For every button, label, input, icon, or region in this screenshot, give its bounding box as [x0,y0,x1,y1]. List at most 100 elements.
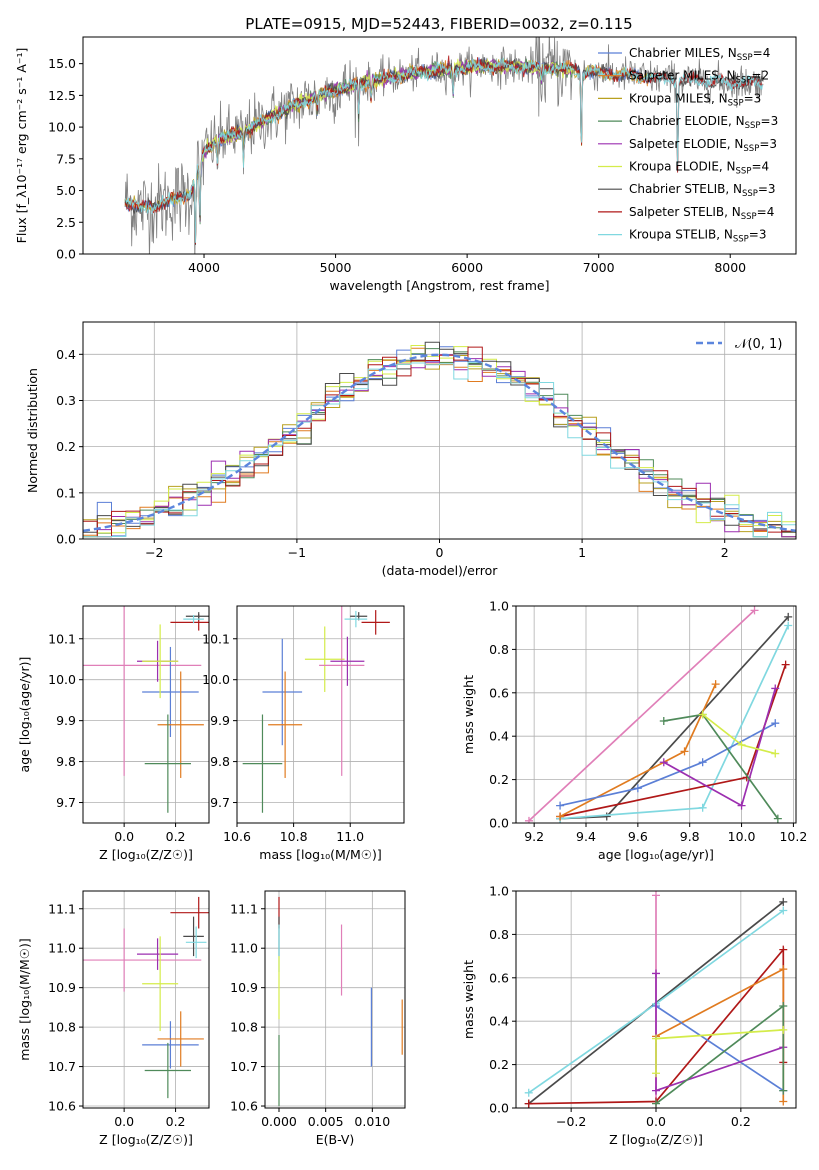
y-axis-label: Normed distribution [25,368,40,493]
x-tick-label: 2 [721,545,729,560]
weight-marker [652,1099,660,1108]
legend-label-sub: SSP [728,98,744,108]
legend-label-suffix: =3 [749,228,767,242]
legend-label-sub: SSP [736,167,752,177]
weight-marker [737,740,746,749]
weight-marker [524,1099,533,1108]
weight-marker [779,945,788,954]
legend-label-suffix: =2 [751,69,769,83]
x-axis-label: Z [log₁₀(Z/Z☉)] [609,1132,703,1147]
x-tick-label: 0.0 [114,1114,134,1129]
weight-marker [652,1069,660,1078]
weight-line [655,1004,785,1105]
y-axis-label: mass weight [461,960,476,1039]
y-tick-label: 0.8 [489,642,509,657]
y-tick-label: 10.8 [48,1020,76,1035]
figure-title: PLATE=0915, MJD=52443, FIBERID=0032, z=0… [245,15,632,33]
x-axis-label: Z [log₁₀(Z/Z☉)] [99,1132,193,1147]
y-tick-label: 1.0 [489,884,509,899]
weight-marker [556,801,565,810]
y-tick-label: 10.0 [48,672,76,687]
y-tick-label: 11.0 [48,941,76,956]
y-tick-label: 0.4 [489,729,509,744]
weight-marker [680,747,689,756]
y-tick-label: 0.2 [489,772,509,787]
y-tick-label: 0.0 [489,816,509,831]
y-tick-label: 0.8 [489,927,509,942]
weight-line [702,713,776,755]
y-tick-label: 12.5 [48,88,76,103]
y-tick-label: 10.0 [202,672,230,687]
legend-label: Chabrier ELODIE, NSSP=3 [629,114,778,131]
x-tick-label: −1 [288,545,306,560]
weight-marker [779,965,788,974]
x-tick-label: 11.0 [336,829,364,844]
y-tick-label: 9.8 [210,754,230,769]
y-tick-label: 0.4 [56,347,76,362]
x-tick-label: 8000 [714,260,746,275]
axes-frame-spectrum [82,36,797,255]
y-tick-label: 0.2 [489,1057,509,1072]
weight-marker [711,680,720,689]
weight-marker [633,784,642,793]
x-tick-label: 1 [578,545,586,560]
weight-marker [779,906,788,915]
x-tick-label: 6000 [451,260,483,275]
weight-marker [652,1086,660,1095]
x-tick-label: 0.2 [166,829,186,844]
axes-frame-weight_vs_age [515,605,797,824]
panel-spectrum: 4000 5000 6000 7000 8000 0.0 2.5 5.0 7.5 10.0 12.5… [14,36,797,293]
normal-curve [83,353,796,533]
y-tick-label: 0.2 [56,439,76,454]
weight-marker [737,801,746,810]
axes-frame-mass_vs_Z [82,890,210,1109]
y-tick-label: 0.1 [56,485,76,500]
x-tick-label: 10.2 [779,829,807,844]
y-axis-label: mass [log₁₀(M/M☉)] [17,938,32,1060]
plot-area-spectrum [124,37,764,254]
y-tick-label: 10.1 [48,631,76,646]
axes-frame-age_vs_Z [82,605,210,824]
panel-age_vs_Z: 0.0 0.2 9.7 9.8 9.9 10.0 10.1 Z [log₁₀(Z/Z☉)] ag… [17,605,210,862]
y-tick-label: 10.7 [48,1059,76,1074]
legend-label-suffix: =3 [744,91,762,105]
weight-marker [771,684,780,693]
y-tick-label: 0.0 [56,532,76,547]
y-tick-label: 7.5 [56,151,76,166]
y-axis-label: Flux [f_λ10⁻¹⁷ erg cm⁻² s⁻¹ A⁻¹] [14,48,29,244]
x-tick-label: 0 [436,545,444,560]
legend-label-suffix: =4 [757,205,775,219]
y-tick-label: 2.5 [56,215,76,230]
model-spectrum-chabrier_elodie [190,57,573,240]
y-tick-label: 10.1 [202,631,230,646]
x-tick-label: 0.2 [731,1114,751,1129]
x-axis-label: E(B-V) [316,1132,355,1147]
y-tick-label: 15.0 [48,56,76,71]
legend-label-main: Salpeter MILES, N [629,69,736,83]
y-tick-label: 0.0 [489,1101,509,1116]
legend-label-sub: SSP [745,121,761,131]
histogram-kroupa_stelib [83,361,796,539]
y-tick-label: 11.1 [230,901,258,916]
legend-label-main: Chabrier MILES, N [629,46,737,60]
y-tick-label: 9.7 [56,795,76,810]
y-tick-label: 0.6 [489,970,509,985]
legend-label-suffix: =4 [751,160,769,174]
plot-area-weight_vs_Z [524,891,788,1108]
panel-mass_vs_ebv: 0.000 0.005 0.010 10.6 10.7 10.8 10.9 11.0 11.1 E… [230,890,406,1147]
y-tick-label: 10.9 [230,980,258,995]
weight-marker [779,897,788,906]
x-axis-label: mass [log₁₀(M/M☉)] [259,847,381,862]
panel-residuals: −2 −1 0 1 2 0.0 0.1 0.2 0.3 0.4 (data-model)/error… [25,321,797,578]
plot-area-age_vs_Z [83,606,209,813]
legend-label-suffix: =4 [753,46,771,60]
y-tick-label: 11.0 [230,941,258,956]
model-spectrum-salpeter_elodie [190,58,573,242]
weight-marker [602,812,611,821]
legend-label-sub: SSP [742,189,758,199]
legend-label-suffix: =3 [759,137,777,151]
y-tick-label: 10.9 [48,980,76,995]
x-axis-label: wavelength [Angstrom, rest frame] [329,278,549,293]
x-axis-label: Z [log₁₀(Z/Z☉)] [99,847,193,862]
